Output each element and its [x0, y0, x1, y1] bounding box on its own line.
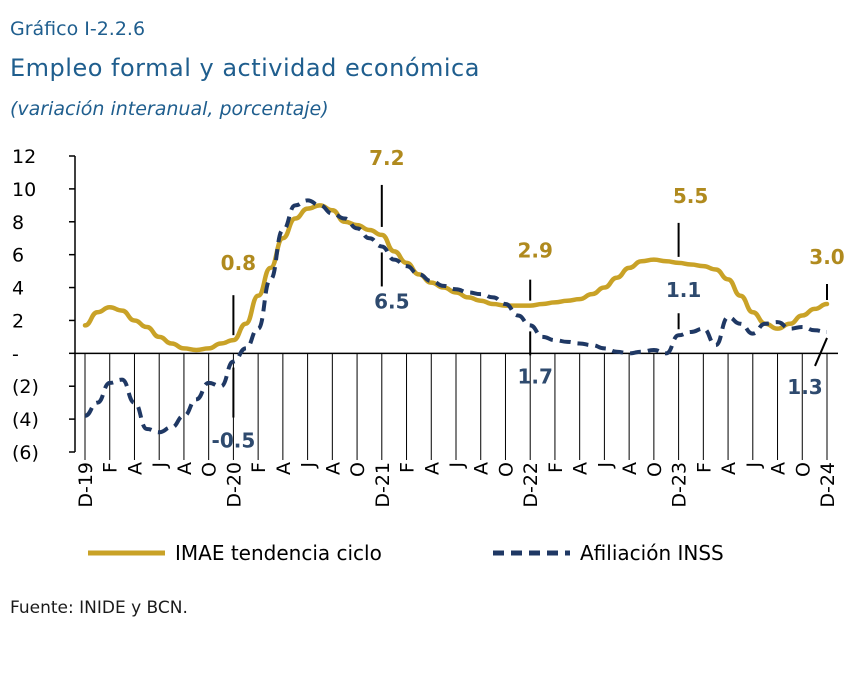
data-label: -0.5	[212, 429, 256, 453]
data-label: 5.5	[673, 184, 708, 208]
x-tick-label: D-24	[817, 462, 839, 508]
y-tick-label: -	[12, 343, 19, 365]
x-tick-label: F	[693, 462, 715, 473]
x-tick-label: D-23	[669, 462, 691, 508]
data-label: 0.8	[221, 251, 256, 275]
data-label: 1.7	[517, 364, 552, 388]
imae-series-line	[82, 203, 830, 353]
data-label: 1.1	[666, 278, 701, 302]
x-tick-label: A	[322, 462, 344, 475]
x-tick-label: O	[347, 462, 369, 477]
annotation-leader-line	[814, 337, 828, 367]
y-tick-label: 12	[12, 146, 36, 168]
x-tick-label: A	[768, 462, 790, 475]
chart-legend: IMAE tendencia ciclo Afiliación INSS	[88, 541, 724, 565]
x-tick-label: F	[248, 462, 270, 473]
x-tick-label: J	[149, 462, 171, 469]
legend-imae-label: IMAE tendencia ciclo	[175, 541, 382, 565]
x-tick-label: J	[446, 462, 468, 469]
x-tick-label: A	[619, 462, 641, 475]
x-tick-label: O	[199, 462, 221, 477]
source-note: Fuente: INIDE y BCN.	[10, 598, 188, 618]
chart-title: Empleo formal y actividad económica	[10, 54, 480, 82]
x-tick-label: J	[298, 462, 320, 469]
x-tick-label: A	[273, 462, 295, 475]
x-tick-label: F	[545, 462, 567, 473]
chart-subtitle: (variación interanual, porcentaje)	[10, 98, 329, 120]
legend-inss-label: Afiliación INSS	[580, 541, 724, 565]
inss-series-line	[84, 198, 828, 435]
y-tick-label: (2)	[12, 376, 39, 398]
y-tick-label: 10	[12, 179, 36, 201]
x-tick-label: A	[471, 462, 493, 475]
x-tick-label: J	[594, 462, 616, 469]
data-label: 6.5	[374, 289, 409, 313]
x-tick-label: D-21	[372, 462, 394, 508]
x-tick-label: F	[397, 462, 419, 473]
x-tick-label: D-19	[75, 462, 97, 508]
x-tick-label: F	[100, 462, 122, 473]
data-label: 2.9	[517, 239, 552, 263]
x-tick-label: A	[421, 462, 443, 475]
chart-annotations: 0.8 7.2 2.9 5.5 3.0 -0.5 6.5 1.7 1.1 1.3	[212, 146, 845, 453]
x-tick-label: J	[743, 462, 765, 469]
y-tick-label: (6)	[12, 442, 39, 464]
x-tick-label: A	[718, 462, 740, 475]
data-label: 7.2	[369, 146, 404, 170]
y-tick-label: 6	[12, 245, 24, 267]
y-tick-label: 2	[12, 310, 24, 332]
x-tick-label: D-22	[520, 462, 542, 508]
data-label: 3.0	[809, 245, 844, 269]
x-tick-label: A	[174, 462, 196, 475]
chart-number: Gráfico I-2.2.6	[10, 18, 146, 40]
chart-series	[82, 198, 830, 435]
y-tick-label: 8	[12, 212, 24, 234]
x-tick-label: O	[495, 462, 517, 477]
data-label: 1.3	[787, 375, 822, 399]
x-tick-label: A	[570, 462, 592, 475]
x-tick-label: O	[792, 462, 814, 477]
y-tick-label: 4	[12, 278, 24, 300]
x-tick-label: D-20	[223, 462, 245, 508]
x-tick-label: O	[644, 462, 666, 477]
x-tick-label: A	[124, 462, 146, 475]
y-tick-label: (4)	[12, 409, 39, 431]
